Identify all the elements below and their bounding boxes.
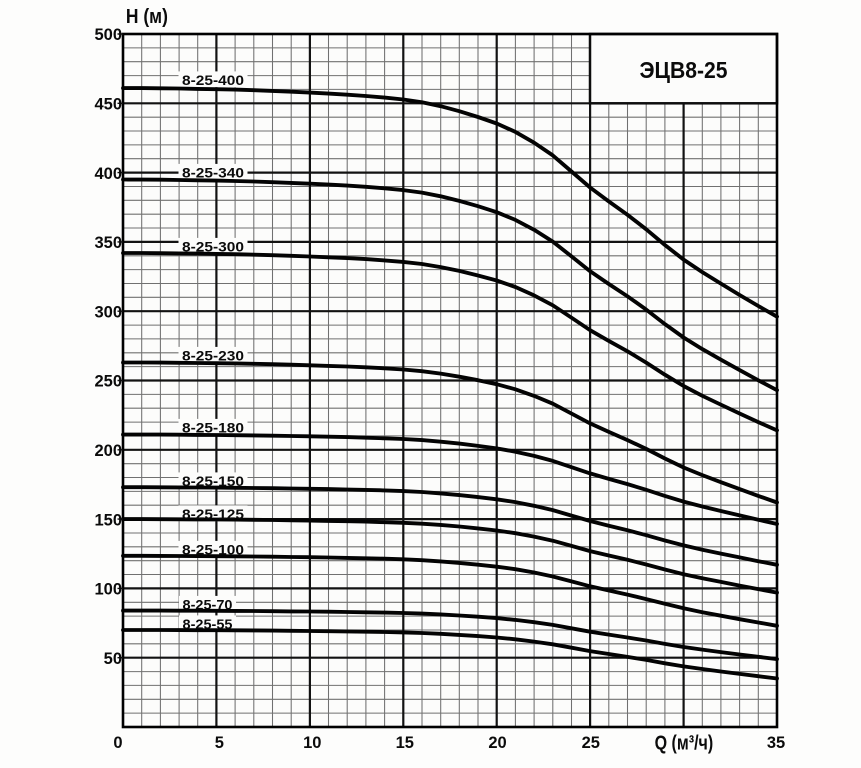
svg-text:25: 25 (582, 734, 600, 752)
svg-text:8-25-70: 8-25-70 (183, 598, 233, 613)
svg-text:350: 350 (94, 234, 122, 252)
svg-text:300: 300 (94, 303, 122, 321)
svg-text:0: 0 (113, 734, 122, 752)
svg-text:100: 100 (94, 581, 122, 599)
svg-text:Q (м³/ч): Q (м³/ч) (655, 733, 714, 755)
svg-text:H (м): H (м) (126, 6, 168, 28)
svg-text:8-25-125: 8-25-125 (182, 507, 245, 522)
svg-text:8-25-230: 8-25-230 (182, 349, 244, 364)
svg-text:200: 200 (94, 442, 122, 460)
svg-text:5: 5 (215, 734, 224, 752)
svg-text:8-25-400: 8-25-400 (182, 73, 244, 88)
svg-text:35: 35 (767, 734, 785, 752)
svg-text:8-25-300: 8-25-300 (182, 240, 244, 255)
svg-text:450: 450 (94, 96, 122, 114)
svg-text:500: 500 (94, 26, 122, 44)
svg-text:8-25-180: 8-25-180 (182, 421, 244, 436)
svg-text:10: 10 (303, 734, 321, 752)
svg-text:250: 250 (94, 373, 122, 391)
svg-text:8-25-100: 8-25-100 (182, 543, 244, 558)
svg-text:ЭЦВ8-25: ЭЦВ8-25 (640, 57, 728, 83)
svg-text:400: 400 (94, 165, 122, 183)
svg-text:20: 20 (488, 734, 506, 752)
svg-text:8-25-150: 8-25-150 (182, 474, 244, 489)
svg-text:150: 150 (94, 511, 122, 529)
svg-text:50: 50 (104, 650, 122, 668)
svg-text:8-25-340: 8-25-340 (182, 166, 244, 181)
svg-text:15: 15 (396, 734, 414, 752)
svg-text:8-25-55: 8-25-55 (183, 617, 234, 632)
